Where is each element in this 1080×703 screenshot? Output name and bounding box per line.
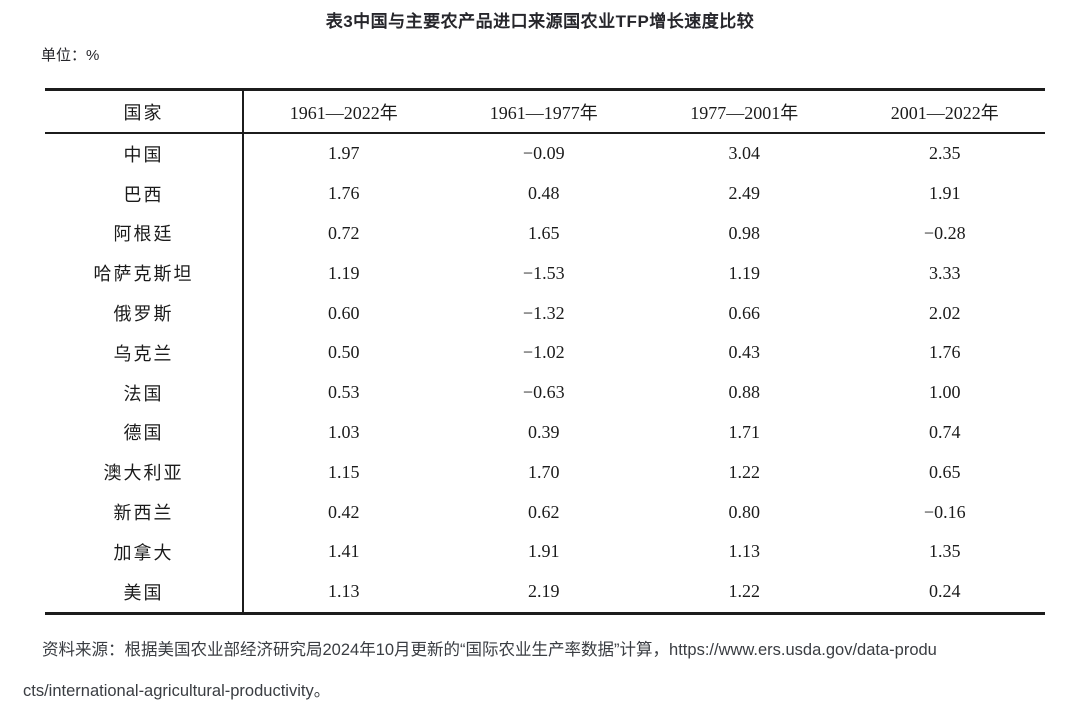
value-cell: 0.74	[929, 421, 961, 442]
value-cell: 0.80	[728, 501, 761, 522]
country-cell: 德国	[45, 412, 244, 453]
column-header-period: 1961—2022年	[243, 89, 444, 134]
value-cell: 1.13	[728, 541, 761, 562]
value-cell: 0.24	[929, 581, 961, 602]
table-row: 巴西 1.76 0.48 2.49 1.91	[45, 173, 1045, 214]
table-row: 加拿大 1.41 1.91 1.13 1.35	[45, 531, 1045, 572]
source-note-line2: cts/international-agricultural-productiv…	[23, 682, 331, 700]
table-body: 中国 1.97 −0.09 3.04 2.35 巴西 1.76 0.48 2.49 1.91 阿根廷…	[45, 133, 1045, 614]
country-cell: 澳大利亚	[45, 452, 244, 493]
value-cell: 2.49	[728, 183, 761, 204]
value-cell: 0.62	[528, 501, 560, 522]
country-cell: 俄罗斯	[45, 293, 244, 333]
table-row: 澳大利亚 1.15 1.70 1.22 0.65	[45, 452, 1045, 493]
value-cell: 1.35	[929, 541, 961, 562]
value-cell: 0.72	[328, 222, 360, 243]
column-header-period: 2001—2022年	[844, 89, 1045, 134]
value-cell: 1.00	[929, 382, 961, 403]
value-cell: 1.97	[328, 143, 360, 164]
value-cell: 0.39	[528, 421, 560, 442]
value-cell: 1.91	[528, 541, 560, 562]
value-cell: 0.65	[929, 461, 961, 482]
value-cell: 0.66	[728, 302, 761, 323]
country-cell: 巴西	[45, 173, 244, 214]
value-cell: −1.53	[522, 262, 565, 283]
table-row: 新西兰 0.42 0.62 0.80 −0.16	[45, 492, 1045, 532]
value-cell: 0.50	[328, 342, 360, 363]
value-cell: 1.71	[728, 421, 761, 442]
table-row: 中国 1.97 −0.09 3.04 2.35	[45, 133, 1045, 174]
table-row: 哈萨克斯坦 1.19 −1.53 1.19 3.33	[45, 253, 1045, 294]
table-header-row: 国家 1961—2022年 1961—1977年 1977—2001年 2001—202…	[45, 89, 1045, 134]
value-cell: 2.02	[929, 302, 961, 323]
value-cell: 3.04	[728, 143, 761, 164]
value-cell: 1.91	[929, 183, 961, 204]
column-header-country: 国家	[45, 89, 244, 134]
country-cell: 乌克兰	[45, 332, 244, 373]
value-cell: −0.09	[522, 143, 565, 164]
country-cell: 哈萨克斯坦	[45, 253, 244, 294]
value-cell: 1.70	[528, 461, 560, 482]
value-cell: 2.35	[929, 143, 961, 164]
value-cell: 1.03	[328, 421, 360, 442]
value-cell: −1.02	[522, 342, 565, 363]
value-cell: 0.53	[328, 382, 360, 403]
value-cell: 1.41	[328, 541, 360, 562]
value-cell: 1.65	[528, 222, 560, 243]
value-cell: 1.76	[929, 342, 961, 363]
country-cell: 新西兰	[45, 492, 244, 532]
value-cell: 0.98	[728, 222, 761, 243]
value-cell: −0.28	[923, 222, 966, 243]
table-row: 美国 1.13 2.19 1.22 0.24	[45, 571, 1045, 614]
table-title: 表3中国与主要农产品进口来源国农业TFP增长速度比较	[325, 12, 755, 31]
value-cell: 1.13	[328, 581, 360, 602]
table-row: 法国 0.53 −0.63 0.88 1.00	[45, 372, 1045, 413]
country-cell: 法国	[45, 372, 244, 413]
value-cell: 1.22	[728, 461, 761, 482]
table-row: 德国 1.03 0.39 1.71 0.74	[45, 412, 1045, 453]
source-note-line1: 资料来源：根据美国农业部经济研究局2024年10月更新的“国际农业生产率数据”计…	[42, 641, 937, 659]
value-cell: 0.48	[528, 183, 560, 204]
value-cell: 2.19	[528, 581, 560, 602]
value-cell: 1.19	[328, 262, 360, 283]
value-cell: 0.88	[728, 382, 761, 403]
country-cell: 阿根廷	[45, 213, 244, 254]
value-cell: 3.33	[929, 262, 961, 283]
value-cell: 1.22	[728, 581, 761, 602]
country-cell: 中国	[45, 133, 244, 174]
table-row: 俄罗斯 0.60 −1.32 0.66 2.02	[45, 293, 1045, 333]
unit-label: 单位：%	[41, 47, 100, 64]
value-cell: 1.19	[728, 262, 761, 283]
value-cell: −0.16	[923, 501, 966, 522]
value-cell: 1.15	[328, 461, 360, 482]
value-cell: −1.32	[522, 302, 565, 323]
tfp-comparison-table: 国家 1961—2022年 1961—1977年 1977—2001年 2001—202…	[45, 88, 1045, 615]
table-row: 阿根廷 0.72 1.65 0.98 −0.28	[45, 213, 1045, 254]
country-cell: 加拿大	[45, 531, 244, 572]
value-cell: 0.43	[728, 342, 761, 363]
value-cell: 0.42	[328, 501, 360, 522]
column-header-period: 1977—2001年	[644, 89, 845, 134]
column-header-period: 1961—1977年	[443, 89, 644, 134]
country-cell: 美国	[45, 571, 244, 614]
value-cell: 1.76	[328, 183, 360, 204]
value-cell: 0.60	[328, 302, 360, 323]
table-row: 乌克兰 0.50 −1.02 0.43 1.76	[45, 332, 1045, 373]
value-cell: −0.63	[522, 382, 565, 403]
